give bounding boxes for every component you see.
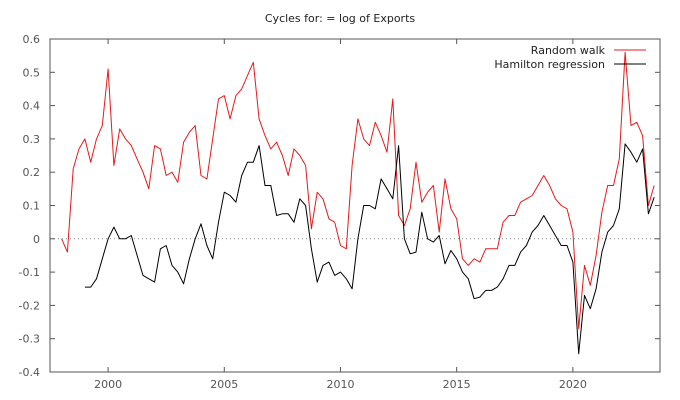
y-tick-label: -0.3	[19, 333, 40, 346]
x-tick-label: 2005	[210, 378, 238, 391]
y-tick-label: 0.4	[23, 100, 41, 113]
hamilton-regression-line	[84, 143, 655, 355]
x-tick-label: 2010	[326, 378, 354, 391]
legend-label: Random walk	[531, 44, 606, 57]
axes-group: -0.4 -0.3 -0.2 -0.1 0 0.1 0.2 0.3 0.4 0.5 0.6 2000 2…	[19, 33, 661, 391]
y-tick-label: 0.1	[23, 200, 41, 213]
series-group	[61, 51, 655, 355]
chart-title: Cycles for: = log of Exports	[265, 12, 416, 25]
y-tick-label: -0.1	[19, 266, 40, 279]
random-walk-line	[61, 51, 655, 330]
x-tick-label: 2020	[559, 378, 587, 391]
x-tick-label: 2015	[443, 378, 471, 391]
y-tick-label: 0	[33, 233, 40, 246]
y-tick-label: 0.5	[23, 66, 41, 79]
x-tick-label: 2000	[94, 378, 122, 391]
y-tick-label: -0.4	[19, 366, 40, 379]
plot-frame	[49, 38, 661, 373]
y-tick-label: 0.6	[23, 33, 41, 46]
legend-label: Hamilton regression	[494, 58, 605, 71]
y-tick-label: 0.2	[23, 166, 41, 179]
y-tick-label: 0.3	[23, 133, 41, 146]
y-tick-label: -0.2	[19, 299, 40, 312]
